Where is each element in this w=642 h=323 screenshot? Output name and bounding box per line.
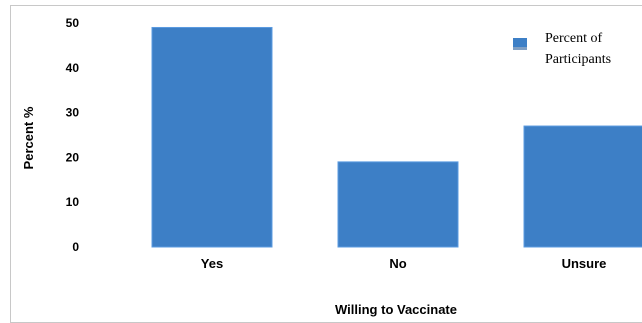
y-tick-label: 20 [66,150,80,164]
legend-label-line2: Participants [545,52,611,67]
bar-no [337,161,459,248]
y-axis-ticks: 0 10 20 30 40 50 [66,16,80,254]
x-axis-labels: Yes No Unsure [201,256,607,271]
y-tick-label: 30 [66,106,80,120]
x-tick-label-yes: Yes [201,256,223,271]
y-axis-title: Percent % [21,106,36,169]
bar-yes [151,26,273,248]
legend-label-line1: Percent of [545,31,602,46]
y-tick-label: 10 [66,195,80,209]
y-tick-label: 50 [66,16,80,30]
bars [151,26,642,248]
bar-unsure [523,125,642,248]
y-tick-label: 40 [66,61,80,75]
x-tick-label-no: No [389,256,406,271]
y-tick-label: 0 [72,240,79,254]
x-axis-title: Willing to Vaccinate [335,302,457,317]
legend-swatch [513,38,527,47]
x-tick-label-unsure: Unsure [562,256,607,271]
legend: Percent of Participants [513,31,611,67]
